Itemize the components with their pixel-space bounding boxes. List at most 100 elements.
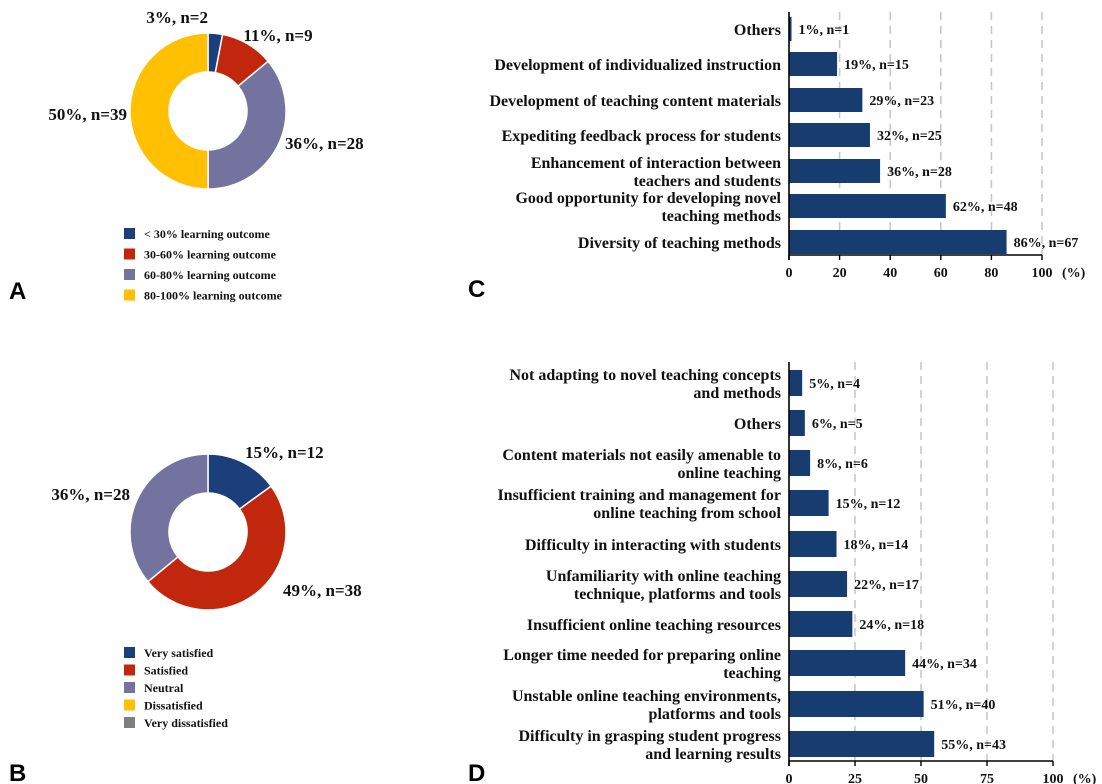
category-label: Enhancement of interaction between — [531, 155, 781, 172]
bar — [789, 123, 870, 147]
slice-data-label: 50%, n=39 — [48, 105, 127, 124]
bar-data-label: 5%, n=4 — [809, 377, 860, 392]
bar-data-label: 15%, n=12 — [836, 497, 901, 512]
donut-slice — [146, 485, 287, 611]
category-label: teaching — [723, 665, 781, 682]
category-label: Development of individualized instructio… — [494, 57, 781, 74]
panel-letter: C — [468, 276, 485, 303]
legend-swatch — [124, 664, 135, 676]
bar — [789, 691, 924, 717]
bar — [789, 17, 792, 41]
x-tick-label: 40 — [883, 266, 897, 281]
category-label: Longer time needed for preparing online — [503, 647, 781, 664]
legend-entry: 80-100% learning outcome — [144, 289, 283, 303]
slice-data-label: 3%, n=2 — [146, 8, 208, 27]
x-tick-label: 25 — [848, 772, 862, 784]
x-unit-label: (%) — [1062, 266, 1086, 281]
bar-data-label: 51%, n=40 — [931, 698, 996, 713]
bar — [789, 731, 935, 757]
bar-data-label: 86%, n=67 — [1014, 236, 1079, 251]
category-label: Unfamiliarity with online teaching — [546, 568, 781, 585]
category-label: teachers and students — [633, 173, 781, 190]
x-tick-label: 20 — [833, 266, 847, 281]
bar — [789, 531, 837, 557]
bar-data-label: 6%, n=5 — [812, 417, 863, 432]
category-label: Unstable online teaching environments, — [512, 688, 781, 705]
bar-data-label: 44%, n=34 — [912, 657, 977, 672]
category-label: Difficulty in interacting with students — [525, 537, 781, 554]
x-tick-label: 0 — [786, 266, 793, 281]
legend-entry: Satisfied — [144, 664, 188, 678]
legend-swatch — [124, 682, 135, 693]
category-label: Diversity of teaching methods — [578, 235, 781, 252]
slice-data-label: 11%, n=9 — [243, 26, 312, 45]
donut-slice — [129, 453, 209, 583]
legend-swatch — [124, 248, 135, 260]
bar-data-label: 1%, n=1 — [799, 23, 850, 38]
bar — [789, 611, 853, 637]
bar — [789, 450, 811, 476]
category-label: Others — [734, 416, 781, 433]
category-label: Good opportunity for developing novel — [515, 190, 781, 207]
bar — [789, 52, 838, 76]
x-tick-label: 80 — [984, 266, 998, 281]
bar-data-label: 29%, n=23 — [869, 94, 934, 109]
slice-data-label: 15%, n=12 — [245, 443, 324, 462]
legend-swatch — [124, 269, 135, 280]
legend-entry: Very dissatisfied — [144, 716, 228, 730]
bar — [789, 194, 946, 218]
slice-data-label: 49%, n=38 — [283, 581, 362, 600]
bar-data-label: 8%, n=6 — [817, 457, 868, 472]
panel-letter: D — [468, 760, 485, 784]
category-label: teaching methods — [661, 208, 781, 225]
slice-data-label: 36%, n=28 — [285, 134, 364, 153]
bar — [789, 650, 906, 676]
legend-entry: Dissatisfied — [144, 699, 203, 713]
legend-swatch — [124, 228, 135, 239]
category-label: technique, platforms and tools — [574, 586, 781, 603]
category-label: Development of teaching content material… — [490, 93, 782, 110]
bar — [789, 490, 829, 516]
category-label: Not adapting to novel teaching concepts — [509, 367, 781, 384]
category-label: and methods — [693, 385, 781, 402]
category-label: Content materials not easily amenable to — [502, 447, 781, 464]
bar — [789, 159, 881, 183]
x-tick-label: 100 — [1032, 266, 1053, 281]
bar-data-label: 62%, n=48 — [953, 200, 1018, 215]
category-label: Difficulty in grasping student progress — [518, 728, 781, 745]
bar-data-label: 32%, n=25 — [877, 129, 942, 144]
legend-swatch — [124, 647, 135, 658]
x-tick-label: 0 — [786, 772, 793, 784]
category-label: Insufficient online teaching resources — [527, 617, 781, 634]
bar-data-label: 55%, n=43 — [941, 738, 1006, 753]
legend-swatch — [124, 717, 135, 728]
x-tick-label: 75 — [980, 772, 994, 784]
legend-swatch — [124, 699, 135, 711]
bar — [789, 230, 1007, 254]
panel-d-bar-chart: 5%, n=4 Not adapting to novel teaching co… — [468, 362, 1097, 784]
category-label: Expediting feedback process for students — [502, 128, 781, 145]
bar-data-label: 36%, n=28 — [887, 165, 952, 180]
bar — [789, 410, 805, 436]
category-label: Insufficient training and management for — [497, 487, 781, 504]
x-tick-label: 100 — [1043, 772, 1064, 784]
bar-data-label: 24%, n=18 — [859, 618, 924, 633]
category-label: online teaching — [677, 465, 781, 482]
panel-a-donut-chart: 3%, n=2 11%, n=9 36%, n=28 50%, n=39 < 30% l… — [9, 8, 364, 305]
bar — [789, 571, 848, 597]
category-label: platforms and tools — [649, 706, 781, 723]
legend-entry: 30-60% learning outcome — [144, 248, 277, 262]
x-tick-label: 60 — [934, 266, 948, 281]
panel-c-bar-chart: 1%, n=1 Others 19%, n=15 Development of ind… — [468, 12, 1086, 303]
bar-data-label: 18%, n=14 — [844, 538, 909, 553]
donut-slice — [129, 32, 209, 190]
donut-slice — [207, 60, 287, 190]
category-label: Others — [734, 22, 781, 39]
legend-entry: Neutral — [144, 681, 184, 695]
slice-data-label: 36%, n=28 — [51, 485, 130, 504]
bar-data-label: 19%, n=15 — [844, 58, 909, 73]
category-label: online teaching from school — [593, 505, 781, 522]
bar — [789, 88, 863, 112]
panel-letter: B — [9, 760, 26, 784]
